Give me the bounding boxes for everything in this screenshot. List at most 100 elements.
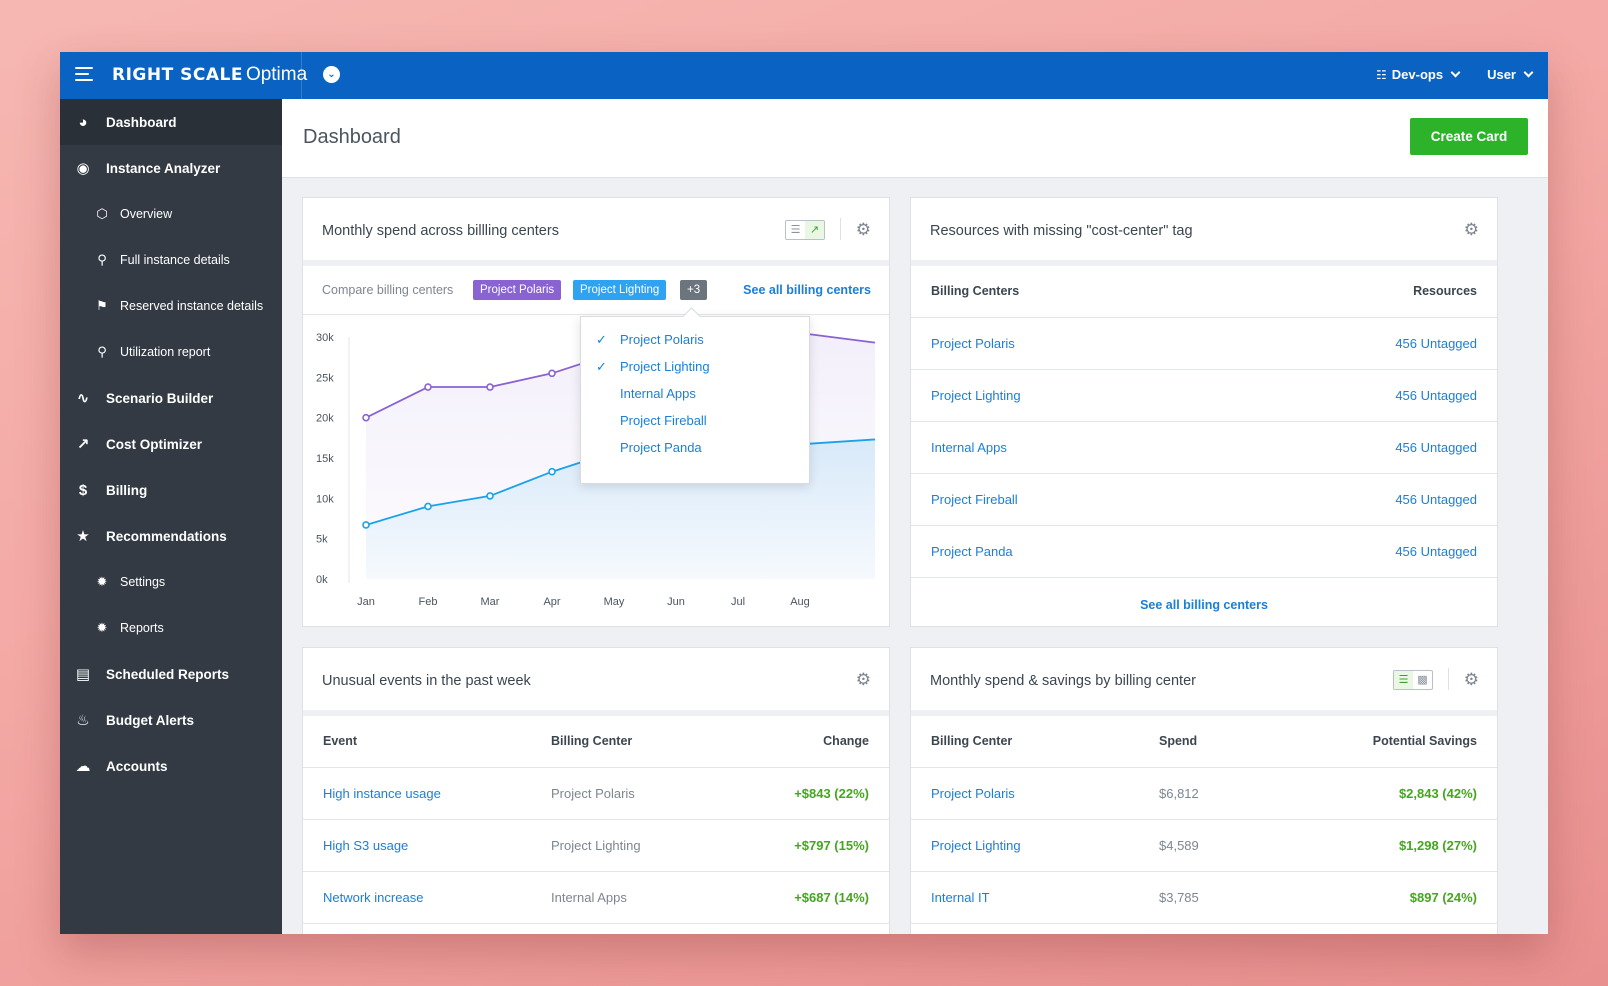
sidebar-item-recommendations[interactable]: ★ Recommendations	[60, 513, 282, 559]
monthly-spend-card: Monthly spend across billling centers ☰ …	[302, 197, 890, 627]
org-switcher[interactable]: ☷ Dev-ops	[1376, 67, 1461, 82]
untagged-link[interactable]: 456 Untagged	[1395, 492, 1477, 507]
data-point	[548, 369, 556, 378]
list-view-icon[interactable]: ☰	[790, 224, 801, 236]
change-value: +$843 (22%)	[794, 786, 869, 801]
sidebar-item-reserved-instance-details[interactable]: ⚑ Reserved instance details	[60, 283, 282, 329]
sidebar-item-label: Scheduled Reports	[106, 666, 230, 682]
dropdown-option-project-lighting[interactable]: ✓ Project Lighting	[581, 354, 809, 381]
y-tick-label: 5k	[316, 534, 328, 546]
dropdown-option-label: Internal Apps	[620, 386, 696, 401]
card-header: Resources with missing "cost-center" tag…	[911, 198, 1497, 266]
line-chart-icon[interactable]: ↗	[805, 221, 824, 239]
untagged-link[interactable]: 456 Untagged	[1395, 388, 1477, 403]
event-link[interactable]: Network increase	[323, 890, 424, 905]
event-link[interactable]: High instance usage	[323, 786, 441, 801]
dropdown-option-label: Project Fireball	[620, 413, 707, 428]
search-icon: ⚲	[97, 252, 107, 267]
table-row: Project Polaris 456 Untagged	[911, 318, 1497, 370]
hexagon-icon: ⬡	[96, 206, 108, 221]
card-title: Monthly spend across billling centers	[322, 223, 559, 239]
sidebar-item-label: Instance Analyzer	[106, 160, 221, 176]
sidebar-item-reports[interactable]: ✹ Reports	[60, 605, 282, 651]
sidebar-item-billing[interactable]: $ Billing	[60, 467, 282, 513]
tag-more-count[interactable]: +3	[680, 280, 708, 300]
bell-icon: ♨	[76, 712, 90, 729]
sidebar-item-accounts[interactable]: ☁ Accounts	[60, 743, 282, 789]
table-row: Internal IT $3,785 $897 (24%)	[911, 872, 1497, 924]
hamburger-menu-icon[interactable]	[75, 67, 93, 85]
billing-center-text: Project Polaris	[551, 786, 635, 801]
main-content: Dashboard Create Card Monthly spend acro…	[282, 99, 1548, 934]
y-tick-label: 20k	[316, 413, 334, 425]
dropdown-option-internal-apps[interactable]: Internal Apps	[581, 381, 809, 408]
create-card-button[interactable]: Create Card	[1410, 118, 1528, 155]
gear-icon[interactable]: ⚙	[855, 670, 871, 689]
sidebar-item-cost-optimizer[interactable]: ↗ Cost Optimizer	[60, 421, 282, 467]
billing-center-link[interactable]: Internal Apps	[931, 440, 1007, 455]
star-icon: ★	[76, 528, 90, 545]
gear-icon[interactable]: ⚙	[1463, 220, 1479, 239]
billing-center-link[interactable]: Project Fireball	[931, 492, 1018, 507]
gear-icon[interactable]: ⚙	[1463, 670, 1479, 689]
sidebar-item-scenario-builder[interactable]: ∿ Scenario Builder	[60, 375, 282, 421]
untagged-link[interactable]: 456 Untagged	[1395, 336, 1477, 351]
y-tick-label: 0k	[316, 574, 328, 586]
sidebar: ◕ Dashboard ◉ Instance Analyzer ⬡ Overvi…	[60, 99, 282, 934]
event-link[interactable]: High S3 usage	[323, 838, 409, 853]
billing-center-link[interactable]: Project Polaris	[931, 786, 1015, 801]
dropdown-option-project-polaris[interactable]: ✓ Project Polaris	[581, 327, 809, 354]
tag-project-polaris[interactable]: Project Polaris	[473, 280, 562, 300]
billing-center-link[interactable]: Project Lighting	[931, 388, 1021, 403]
dropdown-option-project-fireball[interactable]: Project Fireball	[581, 408, 809, 435]
tag-project-lighting[interactable]: Project Lighting	[573, 280, 667, 300]
billing-center-link[interactable]: Internal IT	[931, 890, 990, 905]
brand-logo[interactable]: RIGHT SCALE Optima	[112, 64, 307, 86]
view-toggle[interactable]: ☰ ↗	[785, 220, 825, 240]
change-value: +$687 (14%)	[794, 890, 869, 905]
sidebar-item-full-instance-details[interactable]: ⚲ Full instance details	[60, 237, 282, 283]
dropdown-option-project-panda[interactable]: Project Panda	[581, 435, 809, 462]
spend-value: $4,589	[1159, 838, 1199, 853]
x-tick-label: Mar	[481, 596, 500, 608]
sidebar-item-dashboard[interactable]: ◕ Dashboard	[60, 99, 282, 145]
chevron-down-circle-icon[interactable]: ⌄	[323, 66, 340, 83]
see-all-billing-centers-link[interactable]: See all billing centers	[1140, 598, 1268, 612]
bar-chart-icon[interactable]: ▩	[1417, 674, 1428, 686]
sidebar-item-settings[interactable]: ✹ Settings	[60, 559, 282, 605]
card-footer: See all billing centers	[911, 578, 1497, 628]
user-menu[interactable]: User	[1487, 67, 1534, 82]
billing-center-link[interactable]: Project Lighting	[931, 838, 1021, 853]
brand-name: RIGHT SCALE	[112, 65, 243, 85]
sidebar-item-label: Reports	[120, 621, 164, 635]
spend-value: $3,785	[1159, 890, 1199, 905]
gear-icon[interactable]: ⚙	[855, 220, 871, 239]
sidebar-item-label: Budget Alerts	[106, 712, 195, 728]
sidebar-item-overview[interactable]: ⬡ Overview	[60, 191, 282, 237]
sidebar-item-label: Recommendations	[106, 528, 227, 544]
untagged-link[interactable]: 456 Untagged	[1395, 440, 1477, 455]
change-value: +$797 (15%)	[794, 838, 869, 853]
column-header: Billing Center	[551, 734, 633, 748]
check-icon: ✓	[596, 359, 607, 374]
sidebar-item-scheduled-reports[interactable]: ▤ Scheduled Reports	[60, 651, 282, 697]
view-toggle[interactable]: ☰ ▩	[1393, 670, 1433, 690]
list-view-icon[interactable]: ☰	[1394, 671, 1413, 689]
sidebar-item-budget-alerts[interactable]: ♨ Budget Alerts	[60, 697, 282, 743]
untagged-link[interactable]: 456 Untagged	[1395, 544, 1477, 559]
billing-center-text: Project Lighting	[551, 838, 641, 853]
sidebar-item-instance-analyzer[interactable]: ◉ Instance Analyzer	[60, 145, 282, 191]
billing-center-link[interactable]: Project Polaris	[931, 336, 1015, 351]
header-divider	[1448, 668, 1449, 690]
column-header: Billing Center	[931, 734, 1013, 748]
see-all-billing-centers-link[interactable]: See all billing centers	[743, 283, 871, 297]
sidebar-item-utilization-report[interactable]: ⚲ Utilization report	[60, 329, 282, 375]
app-window: RIGHT SCALE Optima ⌄ ☷ Dev-ops User ◕ Das…	[60, 52, 1548, 934]
data-point	[362, 413, 370, 422]
sidebar-item-label: Utilization report	[120, 345, 211, 359]
billing-center-link[interactable]: Project Panda	[931, 544, 1013, 559]
unusual-events-card: Unusual events in the past week ⚙ Event …	[302, 647, 890, 934]
table-row: Network increase Internal Apps +$687 (14…	[303, 872, 889, 924]
eye-icon: ◉	[76, 160, 90, 177]
table-row: High S3 usage Project Lighting +$797 (15…	[303, 820, 889, 872]
